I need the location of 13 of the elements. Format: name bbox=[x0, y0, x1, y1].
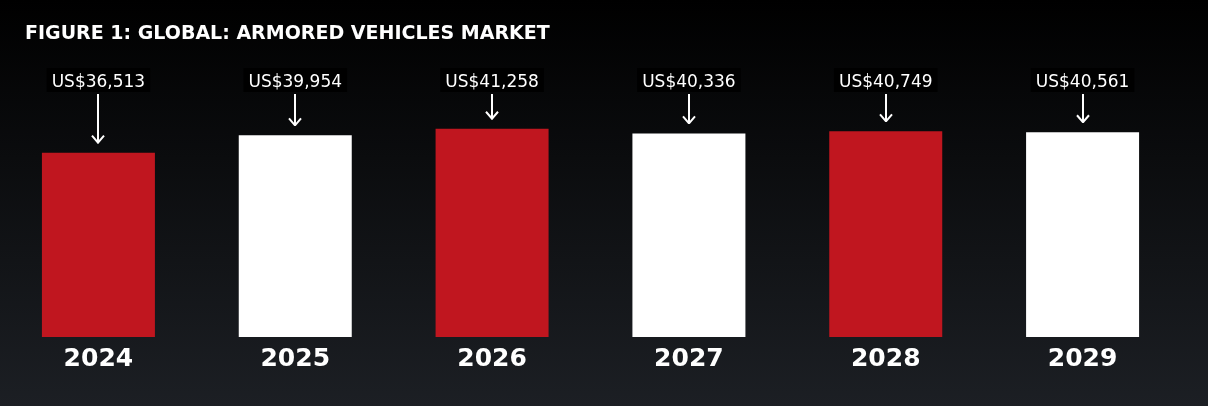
x-tick-label: 2025 bbox=[260, 343, 331, 372]
data-label: US$41,258 bbox=[445, 70, 539, 91]
data-label: US$40,336 bbox=[642, 70, 736, 91]
x-tick-label: 2026 bbox=[457, 343, 527, 372]
chart-title: FIGURE 1: GLOBAL: ARMORED VEHICLES MARKET bbox=[25, 20, 550, 43]
data-label: US$36,513 bbox=[51, 70, 146, 91]
x-tick-label: 2028 bbox=[850, 343, 921, 372]
x-tick-label: 2027 bbox=[654, 343, 724, 372]
data-label: US$40,561 bbox=[1035, 70, 1130, 91]
x-tick-label: 2029 bbox=[1047, 343, 1118, 372]
data-label: US$39,954 bbox=[248, 70, 343, 91]
data-label: US$40,749 bbox=[838, 70, 933, 91]
x-tick-label: 2024 bbox=[63, 343, 134, 372]
